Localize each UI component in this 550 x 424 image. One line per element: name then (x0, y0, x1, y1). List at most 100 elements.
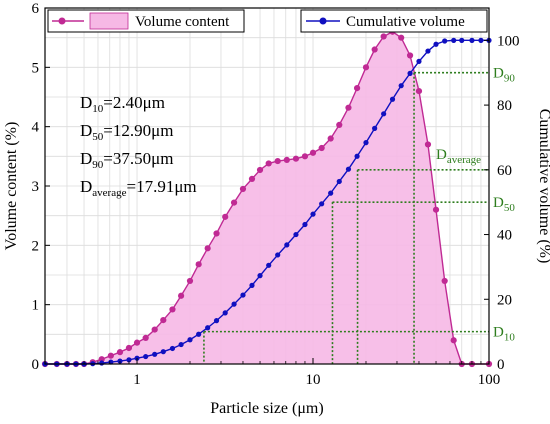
y-axis-title-left: Volume content (%) (3, 122, 20, 251)
legend-marker-cumulative (319, 17, 327, 25)
volume-point (142, 334, 149, 341)
cumulative-point (275, 252, 281, 258)
cumulative-point (169, 345, 176, 352)
volume-point (371, 46, 378, 53)
cumulative-point (363, 140, 369, 146)
volume-point (345, 104, 352, 111)
volume-point (177, 292, 185, 299)
volume-point (222, 213, 229, 220)
y-right-tick-label: 60 (497, 163, 512, 179)
volume-point (362, 64, 370, 71)
cumulative-point (336, 178, 342, 185)
cumulative-point (99, 360, 105, 366)
volume-point (116, 349, 124, 356)
volume-point (432, 206, 440, 213)
volume-point (336, 121, 343, 128)
volume-point (98, 356, 105, 363)
legend-swatch-volume-fill (89, 12, 129, 30)
cumulative-point (345, 166, 352, 172)
volume-point (107, 352, 114, 359)
x-tick-label: 1 (133, 372, 141, 388)
volume-point (450, 337, 457, 344)
volume-point (265, 160, 272, 167)
cumulative-point (152, 351, 158, 357)
x-tick-label: 10 (306, 372, 321, 388)
volume-point (327, 135, 334, 142)
volume-point (239, 185, 247, 193)
cumulative-point (249, 282, 255, 288)
cumulative-point (302, 221, 308, 228)
cumulative-point (433, 41, 439, 47)
volume-point (256, 166, 264, 174)
volume-point (283, 156, 290, 163)
cumulative-point (442, 38, 448, 44)
cumulative-point (126, 357, 132, 363)
cumulative-point (319, 201, 325, 207)
legend-box-cumulative (300, 9, 488, 33)
volume-point (160, 316, 167, 324)
cumulative-point (213, 318, 220, 324)
cumulative-point (451, 37, 457, 43)
x-tick-label: 100 (478, 372, 501, 388)
stat-line-10: D10=2.40μm (80, 93, 165, 115)
volume-point (213, 230, 220, 237)
volume-point (292, 155, 300, 162)
legend: Volume content Cumulative volume (47, 9, 488, 33)
cumulative-point (425, 48, 431, 54)
d-label-10: D10 (493, 325, 515, 344)
d-label-90: D90 (493, 66, 515, 85)
cumulative-point (205, 325, 211, 331)
cumulative-point (478, 37, 484, 43)
y-left-tick-label: 6 (32, 1, 40, 17)
volume-point (441, 277, 448, 285)
y-right-tick-label: 40 (497, 228, 512, 244)
y-left-tick-label: 4 (32, 120, 40, 136)
volume-point (151, 326, 158, 333)
volume-point (230, 199, 238, 206)
cumulative-point (459, 37, 465, 43)
cumulative-point (187, 337, 193, 343)
volume-point (353, 85, 361, 92)
y-left-tick-label: 2 (32, 238, 40, 254)
y-axis-title-right: Cumulative volume (%) (536, 109, 550, 264)
cumulative-point (257, 273, 263, 279)
cumulative-point (293, 231, 299, 238)
cumulative-point (389, 96, 396, 102)
stat-line-average: Daverage=17.91μm (80, 177, 197, 199)
cumulative-point (160, 349, 166, 355)
y-right-tick-label: 0 (497, 357, 505, 373)
d-label-average: Daverage (436, 147, 481, 166)
cumulative-point (178, 341, 184, 348)
volume-area-fill (45, 31, 489, 364)
volume-point (274, 157, 281, 165)
y-left-tick-label: 1 (32, 298, 40, 314)
y-right-tick-label: 20 (497, 292, 512, 308)
cumulative-point (222, 310, 228, 316)
cumulative-point (284, 242, 290, 248)
cumulative-point (469, 37, 475, 43)
d-label-50: D50 (493, 195, 515, 214)
y-left-tick-label: 5 (32, 60, 40, 76)
cumulative-point (143, 353, 149, 360)
d-marker-lines (203, 71, 489, 364)
volume-point (248, 175, 256, 182)
stat-line-50: D50=12.90μm (80, 121, 173, 143)
cumulative-point (231, 301, 237, 307)
cumulative-point (310, 211, 316, 217)
volume-point (415, 87, 423, 95)
stat-line-90: D90=37.50μm (80, 149, 173, 171)
y-right-tick-label: 100 (497, 33, 520, 49)
volume-point (169, 306, 176, 313)
volume-point (301, 153, 309, 160)
volume-content-area (45, 31, 489, 364)
volume-point (309, 149, 317, 156)
y-left-tick-label: 0 (32, 357, 40, 373)
legend-label-cumulative: Cumulative volume (346, 14, 465, 30)
volume-point (125, 344, 133, 352)
cumulative-point (328, 190, 334, 196)
volume-point (424, 141, 432, 148)
legend-label-volume: Volume content (135, 14, 230, 30)
cumulative-point (354, 153, 360, 159)
